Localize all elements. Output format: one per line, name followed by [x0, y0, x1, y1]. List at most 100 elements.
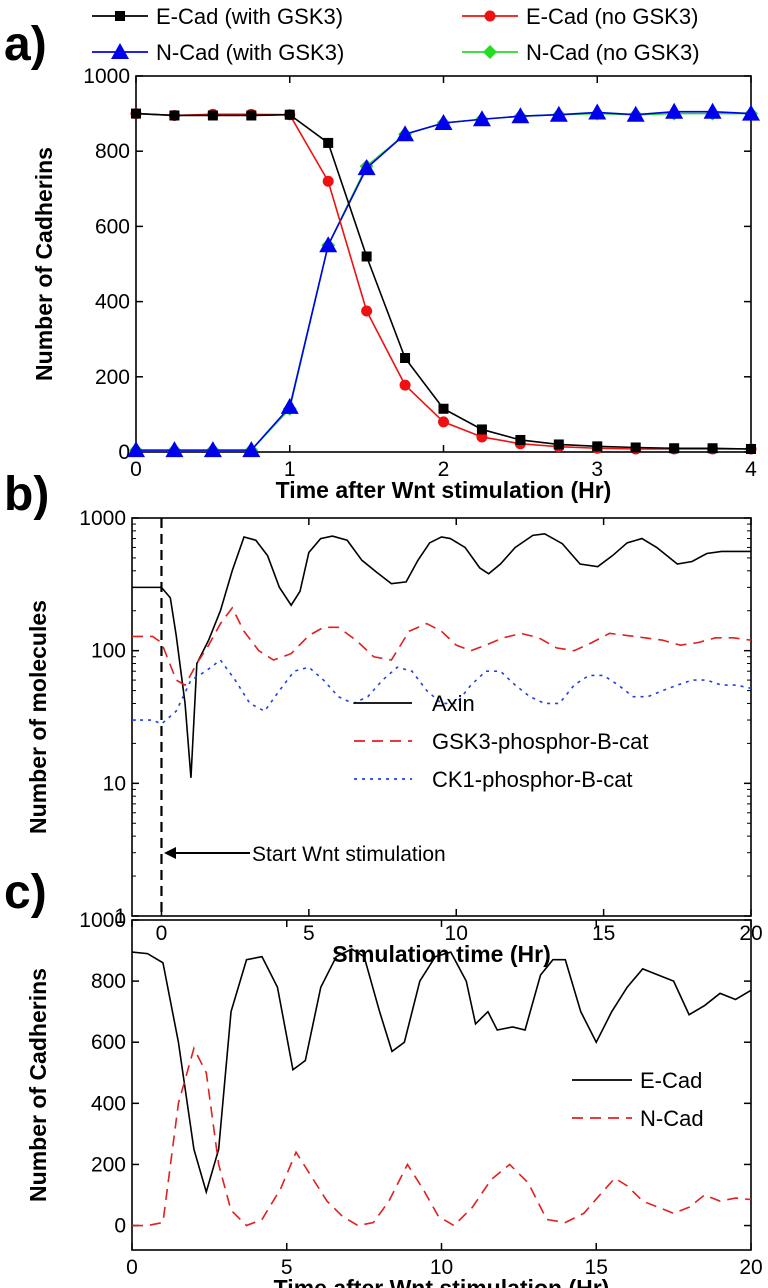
panel-c-y-tick-label: 400	[91, 1092, 126, 1115]
panel-c-x-tick-label: 15	[585, 1256, 608, 1279]
panel-a-label: a)	[4, 18, 47, 71]
panel-b-legend-label-2: CK1-phosphor-B-cat	[432, 767, 633, 792]
panel-c-y-tick-label: 600	[91, 1031, 126, 1054]
panel-a-data-point-0	[169, 110, 180, 121]
panel-a-plot-frame	[135, 75, 752, 453]
panel-a-y-tick-label: 200	[95, 366, 130, 389]
panel-c-x-tick-label: 0	[126, 1256, 138, 1279]
panel-a-legend-label-0: E-Cad (with GSK3)	[156, 4, 343, 29]
panel-a-data-point-1	[322, 175, 334, 187]
panel-a-legend-marker-1	[484, 10, 496, 22]
panel-a-data-point-2	[280, 397, 299, 414]
panel-a-data-point-2	[588, 103, 607, 120]
panel-c-y-tick-label: 800	[91, 970, 126, 993]
panel-a-data-point-2	[472, 110, 491, 127]
panel-b-y-tick-label: 1	[114, 905, 126, 928]
panel-a-data-point-0	[323, 137, 334, 148]
panel-b-series-line-0	[132, 532, 751, 778]
panel-a-data-point-0	[669, 443, 680, 454]
panel-c-y-tick-label: 0	[114, 1215, 126, 1238]
panel-a-legend-label-1: E-Cad (no GSK3)	[526, 4, 698, 29]
panel-b-y-tick-label: 1000	[79, 507, 126, 530]
panel-a-data-point-0	[438, 403, 449, 414]
panel-b-x-tick-label: 10	[445, 922, 468, 945]
panel-a-x-tick-label: 3	[591, 458, 603, 481]
panel-a-legend-marker-2	[111, 43, 129, 59]
panel-a-data-point-2	[319, 236, 338, 253]
panel-a-data-point-2	[434, 114, 453, 130]
panel-b-legend-label-1: GSK3-phosphor-B-cat	[432, 729, 648, 754]
panel-a-data-point-0	[746, 443, 756, 454]
panel-c-y-tick-label: 1000	[79, 909, 126, 932]
panel-c-x-axis-label: Time after Wnt stimulation (Hr)	[274, 1275, 610, 1288]
panel-a-data-point-2	[626, 105, 645, 122]
panel-a-series-line-1	[135, 112, 751, 450]
panel-b-plot-frame	[131, 517, 752, 917]
panel-a-y-tick-label: 800	[95, 140, 130, 163]
panel-a-data-point-2	[742, 104, 760, 121]
panel-c-y-tick-label: 200	[91, 1153, 126, 1176]
panel-a-data-point-0	[476, 424, 487, 435]
panel-a-legend-label-3: N-Cad (no GSK3)	[526, 40, 700, 65]
panel-c-legend-label-0: E-Cad	[640, 1068, 702, 1093]
panel-a-data-point-0	[515, 434, 526, 445]
panel-a-data-point-0	[400, 353, 411, 363]
panel-a-data-point-2	[203, 441, 222, 458]
panel-a-data-point-2	[242, 441, 261, 458]
panel-a-legend-label-2: N-Cad (with GSK3)	[156, 40, 344, 65]
panel-a-data-point-0	[246, 110, 257, 121]
panel-a-y-tick-label: 600	[95, 215, 130, 238]
panel-a-x-tick-label: 2	[438, 458, 450, 481]
panel-a-x-tick-label: 1	[284, 458, 296, 481]
panel-b-label: b)	[4, 468, 49, 521]
panel-a-data-point-2	[357, 159, 376, 176]
panel-b-annotation-text: Start Wnt stimulation	[252, 843, 446, 866]
panel-c-legend-label-1: N-Cad	[640, 1106, 704, 1131]
panel-a-data-point-2	[127, 441, 145, 458]
panel-b-annotation-arrow-head	[164, 847, 176, 859]
panel-c-series-line-1	[132, 1046, 752, 1227]
panel-a-data-point-2	[549, 105, 568, 122]
panel-a-x-tick-label: 4	[745, 458, 757, 481]
panel-a-legend-marker-0	[115, 11, 125, 21]
panel-b-x-tick-label: 0	[156, 922, 168, 945]
panel-b-legend-label-0: Axin	[432, 691, 475, 716]
panel-a-data-point-2	[396, 125, 415, 142]
panel-a-y-tick-label: 0	[118, 441, 130, 464]
panel-b-series-line-2	[132, 658, 752, 725]
panel-a-x-tick-label: 0	[130, 458, 142, 481]
panel-a-x-axis-label: Time after Wnt stimulation (Hr)	[276, 477, 612, 503]
panel-a-data-point-0	[284, 109, 295, 120]
panel-b-series-line-1	[132, 606, 752, 687]
panel-a-series-line-2	[136, 110, 752, 451]
panel-a-y-axis-label: Number of Cadherins	[31, 147, 57, 381]
panel-a-data-point-2	[703, 102, 722, 119]
panel-a-data-point-0	[630, 442, 641, 453]
panel-a-data-point-2	[511, 107, 530, 124]
panel-a-data-point-1	[361, 305, 373, 317]
panel-a-series-line-3	[136, 112, 751, 451]
panel-a: a) 0 1 2 3 4 0 200 400 600 800 1000 Time after Wnt …	[4, 4, 760, 503]
panel-a-data-point-0	[553, 439, 564, 450]
panel-c-x-tick-label: 20	[739, 1256, 762, 1279]
panel-b-y-tick-label: 10	[103, 772, 126, 795]
panel-b-x-tick-label: 5	[303, 922, 315, 945]
panel-a-data-point-0	[207, 110, 218, 121]
panel-b-x-tick-label: 15	[592, 922, 615, 945]
panel-a-data-point-0	[592, 441, 603, 452]
panel-a-data-point-0	[361, 251, 372, 262]
panel-c-y-axis-label: Number of Cadherins	[25, 968, 51, 1202]
panel-c-x-tick-label: 10	[430, 1256, 453, 1279]
panel-a-data-point-1	[399, 379, 411, 391]
panel-a-y-tick-label: 1000	[83, 65, 130, 88]
panel-c-series-line-0	[131, 948, 752, 1195]
panel-c-x-tick-label: 5	[281, 1256, 293, 1279]
panel-a-data-point-2	[165, 441, 184, 458]
panel-a-data-point-1	[438, 416, 449, 428]
panel-a-y-tick-label: 400	[95, 291, 130, 314]
panel-b-y-tick-label: 100	[91, 640, 126, 663]
panel-c-label: c)	[4, 866, 47, 919]
panel-a-series-line-0	[135, 112, 752, 450]
